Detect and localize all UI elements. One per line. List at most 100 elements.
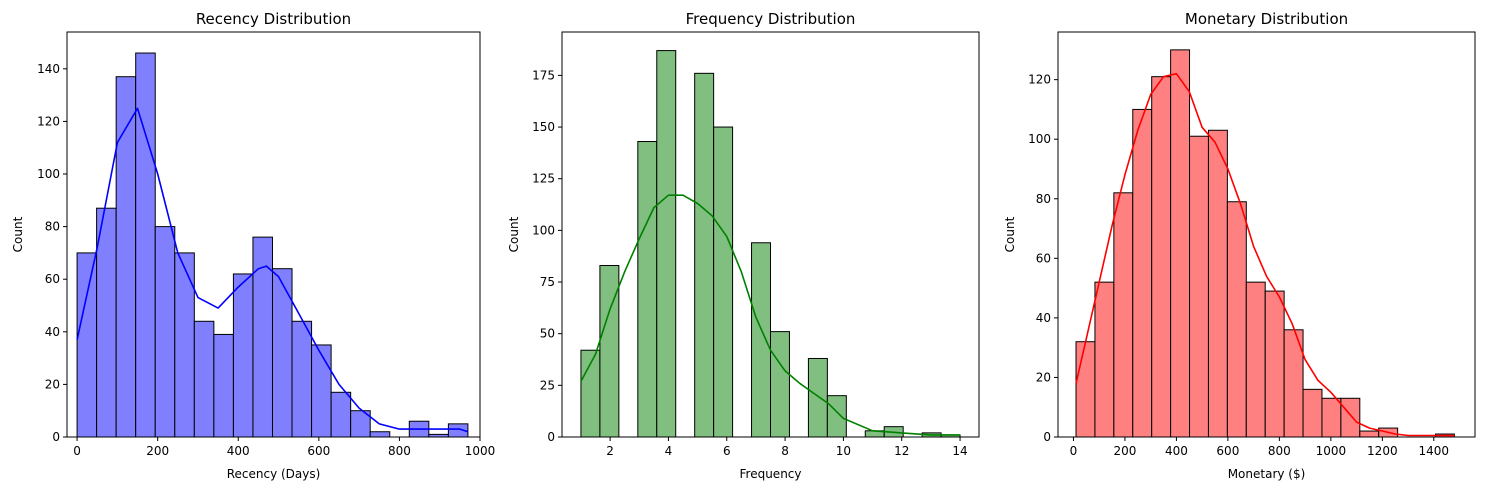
histogram-bar	[1189, 135, 1209, 438]
kde-curve	[76, 107, 469, 433]
histogram-bar	[1302, 388, 1323, 438]
y-axis-label: Count	[11, 216, 25, 252]
x-tick-label: 800	[388, 444, 411, 458]
x-tick-label: 400	[1165, 444, 1188, 458]
x-tick-label: 10	[836, 444, 851, 458]
histogram-bar	[599, 264, 620, 438]
y-tick-label: 40	[45, 325, 60, 339]
histogram-bar	[807, 357, 828, 438]
histogram-bar	[1132, 108, 1153, 438]
y-tick-label: 50	[540, 327, 555, 341]
histogram-bar	[1170, 49, 1191, 438]
y-axis-label: Count	[1003, 216, 1017, 252]
histogram-bar	[713, 126, 734, 438]
x-tick-label: 200	[1113, 444, 1136, 458]
x-tick-label: 14	[952, 444, 967, 458]
y-tick-label: 120	[1028, 73, 1051, 87]
histogram-bar	[1075, 341, 1096, 438]
y-tick-label: 20	[1036, 370, 1051, 384]
x-tick-label: 2	[606, 444, 614, 458]
x-tick-label: 800	[1268, 444, 1291, 458]
histogram-bar	[1340, 397, 1361, 438]
chart-title: Monetary Distribution	[1185, 10, 1348, 28]
histogram-bar	[637, 141, 658, 438]
y-tick-label: 25	[540, 378, 555, 392]
histogram-bar	[193, 320, 215, 438]
kde-curve	[580, 194, 960, 436]
plot-frame	[1057, 31, 1476, 438]
histogram-bar	[174, 252, 195, 438]
histogram-bar	[1226, 201, 1247, 438]
x-axis-label: Monetary ($)	[1228, 467, 1306, 481]
plot-frame	[66, 31, 481, 438]
histogram-bar	[751, 242, 772, 438]
chart-title: Frequency Distribution	[686, 10, 856, 28]
y-tick-label: 140	[37, 62, 60, 76]
histogram-bar	[1359, 430, 1380, 438]
y-tick-label: 20	[45, 377, 60, 391]
y-tick-label: 60	[1036, 251, 1051, 265]
histogram-bar	[1321, 397, 1342, 438]
histogram-bar	[694, 72, 715, 438]
y-tick-label: 100	[532, 223, 555, 237]
histogram-bar	[1113, 192, 1134, 438]
y-tick-label: 100	[1028, 132, 1051, 146]
y-tick-label: 150	[532, 120, 555, 134]
histogram-bar	[1245, 281, 1266, 438]
histogram-bar	[232, 273, 254, 438]
x-tick-label: 0	[1070, 444, 1078, 458]
histogram-bar	[1151, 76, 1172, 438]
histogram-bar	[369, 431, 391, 438]
frequency-histogram-panel: Frequency Distribution Frequency Count 2…	[507, 10, 980, 481]
x-tick-label: 4	[665, 444, 673, 458]
histogram-bar	[1264, 290, 1285, 438]
y-tick-label: 125	[532, 172, 555, 186]
frequency-marks: 2 4 6 8 10 12 14 0 25 50 75 100 125 150 175	[532, 50, 968, 458]
y-tick-label: 80	[45, 220, 60, 234]
recency-marks: 0 200 400 600 800 1000 0 20 40 60 80 100 120 140	[37, 52, 496, 458]
x-tick-label: 600	[1216, 444, 1239, 458]
x-tick-label: 1200	[1367, 444, 1398, 458]
y-tick-label: 75	[540, 275, 555, 289]
monetary-histogram-panel: Monetary Distribution Monetary ($) Count…	[1003, 10, 1476, 481]
histogram-bar	[656, 50, 677, 438]
histogram-bar	[330, 391, 352, 438]
histogram-bar	[291, 320, 313, 438]
kde-curve	[1075, 72, 1455, 437]
y-tick-label: 100	[37, 167, 60, 181]
monetary-marks: 0 200 400 600 800 1000 1200 1400 0 20 40 60 80 100 120	[1028, 49, 1455, 458]
histogram-bar	[770, 331, 790, 438]
x-tick-label: 1000	[1316, 444, 1347, 458]
x-tick-label: 12	[894, 444, 909, 458]
plot-frame	[561, 31, 980, 438]
x-tick-label: 8	[781, 444, 789, 458]
histogram-bar	[271, 268, 293, 438]
histogram-bar	[1094, 281, 1115, 438]
y-tick-label: 60	[45, 272, 60, 286]
x-axis-label: Frequency	[740, 467, 802, 481]
y-tick-label: 40	[1036, 311, 1051, 325]
histogram-bar	[115, 76, 137, 438]
x-tick-label: 600	[307, 444, 330, 458]
x-axis-label: Recency (Days)	[227, 467, 321, 481]
y-tick-label: 80	[1036, 192, 1051, 206]
y-tick-label: 175	[532, 68, 555, 82]
chart-title: Recency Distribution	[196, 10, 351, 28]
y-axis-label: Count	[507, 216, 521, 252]
histogram-bar	[76, 252, 98, 438]
x-tick-label: 200	[146, 444, 169, 458]
y-tick-label: 0	[52, 430, 60, 444]
x-tick-label: 1000	[465, 444, 496, 458]
histogram-bar	[154, 226, 176, 438]
x-tick-label: 0	[73, 444, 81, 458]
x-tick-label: 1400	[1419, 444, 1450, 458]
histogram-bar	[1207, 129, 1228, 438]
histogram-bar	[311, 344, 332, 438]
recency-histogram-panel: Recency Distribution Recency (Days) Coun…	[11, 10, 495, 481]
histogram-bar	[213, 333, 234, 438]
x-tick-label: 6	[723, 444, 731, 458]
y-tick-label: 0	[547, 430, 555, 444]
histogram-bar	[826, 395, 847, 438]
histogram-bar	[96, 207, 117, 438]
